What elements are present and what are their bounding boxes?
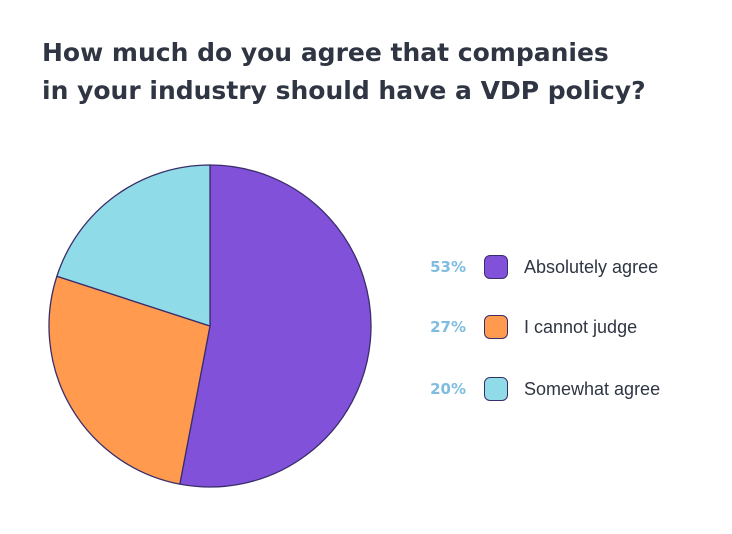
legend-item-absolutely-agree: 53% Absolutely agree (410, 252, 710, 282)
legend-swatch (484, 315, 508, 339)
legend-swatch (484, 255, 508, 279)
pie-slice-i-cannot-judge (48, 275, 211, 485)
chart-title-line-2: in your industry should have a VDP polic… (42, 76, 646, 105)
legend-label: I cannot judge (524, 316, 638, 337)
legend-percent: 27% (430, 318, 466, 336)
pie-slice-absolutely-agree (179, 164, 372, 488)
legend-swatch (484, 377, 508, 401)
legend-item-i-cannot-judge: 27% I cannot judge (410, 312, 710, 342)
chart-title-line-1: How much do you agree that companies (42, 38, 609, 67)
legend-label: Absolutely agree (524, 256, 659, 277)
chart-title: How much do you agree that companies in … (42, 34, 682, 110)
legend-item-somewhat-agree: 20% Somewhat agree (410, 374, 710, 404)
legend-label: Somewhat agree (524, 378, 661, 399)
legend-percent: 20% (430, 380, 466, 398)
pie-slice-somewhat-agree (56, 164, 211, 327)
legend-percent: 53% (430, 258, 466, 276)
